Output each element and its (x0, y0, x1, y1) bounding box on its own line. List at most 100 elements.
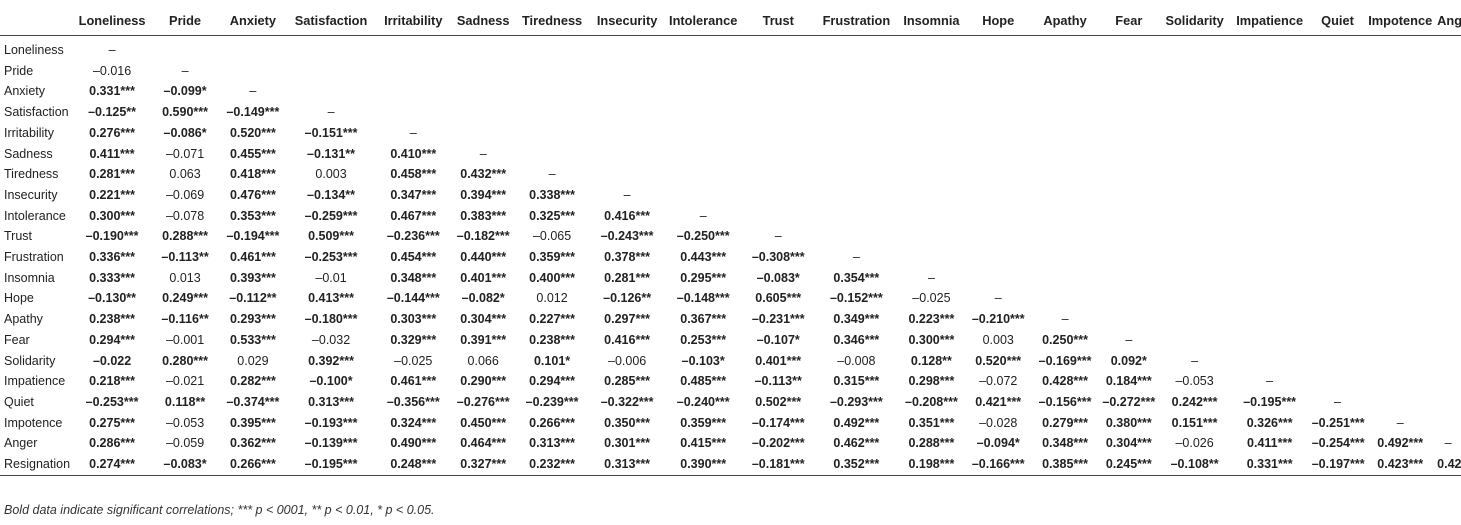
correlation-cell: 0.359*** (529, 250, 575, 265)
empty-cell (1160, 164, 1230, 185)
row-label: Fear (4, 332, 30, 347)
empty-cell (1310, 102, 1366, 123)
correlation-cell: 0.242*** (1171, 394, 1218, 409)
column-header: Anger (1435, 6, 1461, 36)
correlation-cell: 0.395*** (229, 415, 276, 430)
empty-cell (1098, 185, 1160, 206)
correlation-cell: 0.303*** (390, 312, 437, 327)
column-header: Tiredness (514, 6, 591, 36)
correlation-cell: 0.184*** (1105, 374, 1152, 389)
correlation-cell: 0.013 (169, 270, 201, 285)
empty-cell (742, 164, 814, 185)
correlation-cell: –0.028 (979, 415, 1018, 430)
row-label: Frustration (4, 250, 64, 265)
correlation-cell: –0.308*** (751, 250, 805, 265)
empty-cell (452, 123, 514, 144)
correlation-cell: 0.304*** (460, 312, 507, 327)
empty-cell (1230, 309, 1310, 330)
empty-cell (452, 81, 514, 102)
correlation-cell: –0.125** (88, 105, 137, 120)
empty-cell (1310, 206, 1366, 227)
empty-cell (1032, 288, 1098, 309)
empty-cell (899, 123, 965, 144)
empty-cell (899, 164, 965, 185)
empty-cell (1435, 413, 1461, 434)
correlation-cell: 0.423*** (1365, 454, 1436, 476)
correlation-cell: –0.139*** (304, 436, 358, 451)
table-row: Anxiety 0.331*** –0.099* – (0, 81, 1461, 102)
correlation-cell: 0.378*** (604, 250, 651, 265)
table-row: Tiredness 0.281*** 0.063 0.418*** 0.003 0.458… (0, 164, 1461, 185)
correlation-cell: –0.008 (837, 353, 876, 368)
empty-cell (964, 185, 1032, 206)
empty-cell (899, 36, 965, 61)
correlation-cell: –0.322*** (600, 394, 654, 409)
row-label: Hope (4, 291, 34, 306)
correlation-cell: –0.236*** (386, 229, 440, 244)
empty-cell (1160, 102, 1230, 123)
empty-cell (1032, 185, 1098, 206)
header-corner (0, 6, 72, 36)
empty-cell (742, 61, 814, 82)
correlation-cell: 0.383*** (460, 208, 507, 223)
correlation-cell: 0.304*** (1105, 436, 1152, 451)
empty-cell (964, 247, 1032, 268)
empty-cell (374, 61, 452, 82)
row-label: Sadness (4, 146, 53, 161)
correlation-cell: 0.351*** (908, 415, 955, 430)
correlation-cell: – (181, 63, 189, 78)
empty-cell (814, 102, 898, 123)
correlation-cell: 0.331*** (1229, 454, 1310, 476)
empty-cell (288, 61, 374, 82)
empty-cell (1160, 247, 1230, 268)
empty-cell (1365, 268, 1435, 289)
column-header: Solidarity (1159, 6, 1230, 36)
empty-cell (1310, 123, 1366, 144)
empty-cell (742, 206, 814, 227)
table-row: Pride –0.016 – (0, 61, 1461, 82)
empty-cell (664, 144, 742, 165)
empty-cell (1160, 206, 1230, 227)
empty-cell (1230, 268, 1310, 289)
row-label: Solidarity (4, 353, 56, 368)
empty-cell (514, 36, 590, 61)
correlation-cell: – (1444, 436, 1452, 451)
correlation-cell: 0.326*** (1246, 415, 1293, 430)
correlation-cell: 0.418*** (229, 167, 276, 182)
correlation-cell: – (1191, 353, 1199, 368)
correlation-cell: – (108, 43, 116, 57)
correlation-cell: – (994, 291, 1002, 306)
empty-cell (1230, 288, 1310, 309)
correlation-cell: –0.166*** (964, 454, 1033, 476)
correlation-cell: 0.393*** (229, 270, 276, 285)
correlation-cell: – (1396, 415, 1404, 430)
correlation-cell: 0.066 (467, 353, 499, 368)
correlation-cell: –0.243*** (600, 229, 654, 244)
correlation-cell: 0.380*** (1105, 415, 1152, 430)
correlation-cell: 0.301*** (604, 436, 651, 451)
row-label: Pride (4, 63, 34, 78)
empty-cell (1365, 392, 1435, 413)
correlation-cell: – (1061, 312, 1069, 327)
correlation-cell: –0.182*** (456, 229, 510, 244)
correlation-cell: 0.467*** (390, 208, 437, 223)
empty-cell (514, 102, 590, 123)
table-header: Loneliness Pride Anxiety Satisfaction Irrita… (0, 6, 1461, 36)
correlation-cell: –0.174*** (751, 415, 805, 430)
correlation-cell: –0.156*** (1038, 394, 1092, 409)
correlation-cell: – (774, 229, 782, 244)
empty-cell (1365, 81, 1435, 102)
correlation-cell: 0.461*** (229, 250, 276, 265)
correlation-cell: – (1266, 374, 1274, 389)
row-label: Loneliness (4, 43, 64, 57)
empty-cell (1310, 247, 1366, 268)
empty-cell (1160, 36, 1230, 61)
empty-cell (1032, 247, 1098, 268)
empty-cell (899, 144, 965, 165)
row-label: Anger (4, 436, 38, 451)
correlation-cell: –0.025 (912, 291, 951, 306)
empty-cell (1310, 144, 1366, 165)
correlation-cell: 0.362*** (229, 436, 276, 451)
table-row: Impotence 0.275*** –0.053 0.395*** –0.193***… (0, 413, 1461, 434)
empty-cell (1032, 61, 1098, 82)
